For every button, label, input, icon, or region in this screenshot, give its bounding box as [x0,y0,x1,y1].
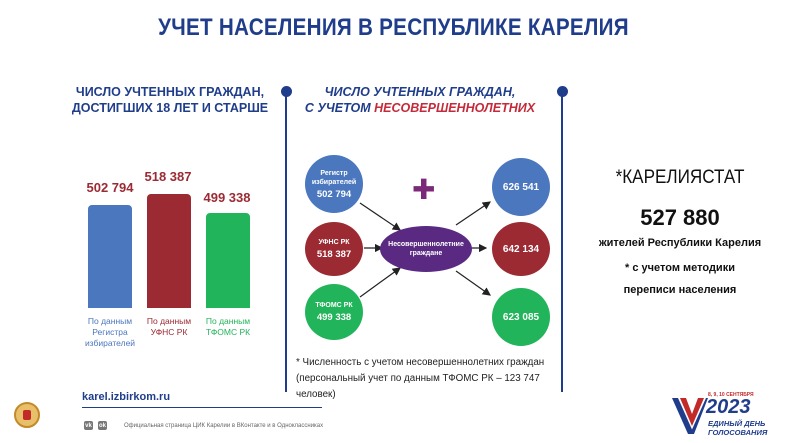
divider-line-left [285,92,287,392]
middle-heading: ЧИСЛО УЧТЕННЫХ ГРАЖДАН, С УЧЕТОМ НЕСОВЕР… [300,84,540,116]
bar-tfoms [206,213,250,308]
middle-heading-line1: ЧИСЛО УЧТЕННЫХ ГРАЖДАН, [324,85,516,99]
flow-arrows [359,201,491,298]
page-title: УЧЕТ НАСЕЛЕНИЯ В РЕСПУБЛИКЕ КАРЕЛИЯ [158,14,629,41]
source-registry-number: 502 794 [316,188,352,200]
bar-caption-tfoms-2: ТФОМС РК [205,327,251,337]
bar-ufns [147,194,191,308]
bar-caption-ufns: По данным УФНС РК [134,316,204,338]
emblem-logo [14,402,40,428]
center-line1: Несовершеннолетние [388,241,464,248]
middle-heading-prefix: С УЧЕТОМ [304,101,375,115]
source-circle-tfoms: ТФОМС РК 499 338 [305,284,363,340]
arrow-tfoms-to-center [359,267,401,298]
logo-dates: 8, 9, 10 СЕНТЯБРЯ [708,392,754,398]
result-registry-number: 626 541 [502,181,540,193]
divider-dot-left [281,86,292,97]
logo-line2: ГОЛОСОВАНИЯ [708,428,768,437]
bar-caption-registry-2: Регистра [92,327,128,337]
source-registry-line1: Регистр [320,169,348,177]
footnote-line2: (персональный учет по данным ТФОМС РК – … [296,373,540,400]
ok-icon[interactable]: ok [98,421,107,430]
plus-icon: ✚ [412,174,436,205]
source-circle-registry: Регистр избирателей 502 794 [305,155,363,213]
result-circle-registry: 626 541 [492,158,550,216]
bar-caption-registry-3: избирателей [84,338,136,348]
left-heading: ЧИСЛО УЧТЕННЫХ ГРАЖДАН, ДОСТИГШИХ 18 ЛЕТ… [70,84,270,116]
source-registry-line2: избирателей [311,178,357,186]
center-ellipse-minors: Несовершеннолетние граждане [380,226,472,272]
bar-caption-tfoms: По данным ТФОМС РК [193,316,263,338]
footer-social-text: Официальная страница ЦИК Карелии в ВКонт… [124,423,324,429]
bar-value-ufns: 518 387 [144,169,192,184]
right-line1: жителей Республики Карелия [598,237,762,249]
center-line2: граждане [409,250,443,257]
right-source: *КАРЕЛИЯСТАТ [615,167,745,188]
bar-caption-tfoms-1: По данным [205,316,251,326]
arrow-registry-to-center [359,202,401,231]
bar-value-tfoms: 499 338 [203,190,251,205]
bar-registry [88,205,132,308]
arrow-center-to-result1 [455,201,491,226]
source-tfoms-line1: ТФОМС РК [315,302,353,309]
source-ufns-number: 518 387 [316,249,352,260]
result-circle-tfoms: 623 085 [492,288,550,346]
result-tfoms-number: 623 085 [502,311,540,323]
bar-caption-ufns-2: УФНС РК [150,327,188,337]
divider-line-right [561,92,563,392]
checkmark-logo-icon [672,398,708,434]
vk-icon[interactable]: vk [84,421,93,430]
source-tfoms-number: 499 338 [316,312,352,323]
footer-divider [82,407,322,408]
right-line2: * с учетом методики [625,262,735,274]
left-heading-line1: ЧИСЛО УЧТЕННЫХ ГРАЖДАН, [75,85,265,99]
footnote: * Численность с учетом несовершеннолетни… [296,355,566,403]
left-heading-line2: ДОСТИГШИХ 18 ЛЕТ И СТАРШЕ [71,101,269,115]
right-line3: переписи населения [623,284,737,296]
arrow-center-to-result3 [455,270,491,296]
result-circle-ufns: 642 134 [492,222,550,276]
logo-year: 2023 [706,396,751,418]
bar-value-registry: 502 794 [86,180,134,195]
footnote-line1: * Численность с учетом несовершеннолетни… [296,357,545,368]
logo-line1: ЕДИНЫЙ ДЕНЬ [708,419,766,428]
election-day-logo: 8, 9, 10 СЕНТЯБРЯ 2023 ЕДИНЫЙ ДЕНЬ ГОЛОС… [670,392,780,440]
footer-url-link[interactable]: karel.izbirkom.ru [82,391,171,403]
divider-dot-right [557,86,568,97]
bar-caption-ufns-1: По данным [146,316,192,326]
bar-caption-registry-1: По данным [87,316,133,326]
source-circle-ufns: УФНС РК 518 387 [305,222,363,276]
right-number: 527 880 [640,205,720,230]
middle-heading-emph: НЕСОВЕРШЕННОЛЕТНИХ [374,101,536,115]
bar-caption-registry: По данным Регистра избирателей [75,316,145,349]
result-ufns-number: 642 134 [502,243,540,255]
source-ufns-line1: УФНС РК [318,239,350,246]
